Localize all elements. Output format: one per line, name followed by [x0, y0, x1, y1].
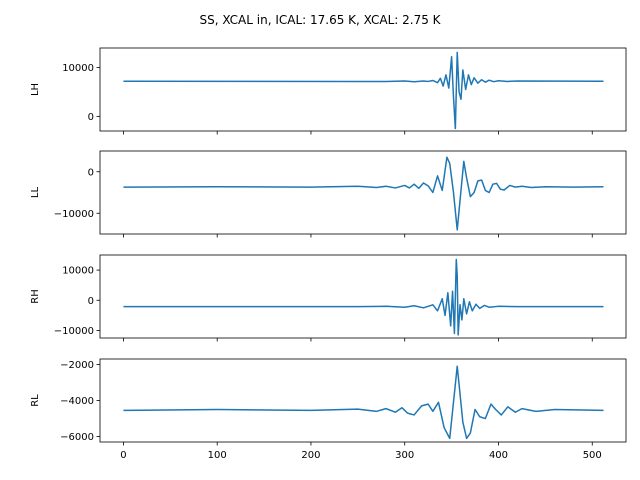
- y-tick-label: 0: [88, 112, 94, 123]
- y-tick-label: −10000: [54, 326, 94, 337]
- axes-frame: [99, 47, 627, 132]
- subplot-rl: −6000 −4000 −2000 0 100 200 300 400 500 RL: [30, 358, 627, 461]
- x-tick-label: 400: [489, 450, 508, 461]
- y-axis-label: LH: [30, 83, 41, 96]
- subplot-panels: 0 10000 LH −10000 0 LL −10000 0 10000 RH −6000 −400…: [30, 47, 627, 461]
- y-tick-label: −6000: [60, 432, 94, 443]
- y-tick-label: −4000: [60, 396, 94, 407]
- x-tick-label: 100: [208, 450, 227, 461]
- x-tick-label: 0: [120, 450, 126, 461]
- subplot-ll: −10000 0 LL: [30, 150, 627, 238]
- y-tick-label: 10000: [62, 63, 94, 74]
- figure-title: SS, XCAL in, ICAL: 17.65 K, XCAL: 2.75 K: [199, 13, 441, 27]
- axes-frame: [99, 150, 627, 235]
- y-tick-label: 10000: [62, 266, 94, 277]
- series-line-rh: [123, 258, 604, 336]
- x-tick-label: 500: [583, 450, 602, 461]
- subplot-rh: −10000 0 10000 RH: [30, 254, 627, 342]
- series-line-ll: [123, 156, 604, 231]
- y-tick-label: 0: [88, 296, 94, 307]
- subplot-lh: 0 10000 LH: [30, 47, 627, 135]
- y-axis-label: RH: [30, 289, 41, 303]
- y-tick-label: −10000: [54, 209, 94, 220]
- y-axis-label: RL: [30, 394, 41, 407]
- y-axis-label: LL: [30, 187, 41, 199]
- y-tick-label: 0: [88, 167, 94, 178]
- series-line-rl: [123, 365, 604, 440]
- series-line-lh: [123, 51, 604, 130]
- y-tick-label: −2000: [60, 360, 94, 371]
- x-tick-label: 200: [301, 450, 320, 461]
- x-tick-label: 300: [395, 450, 414, 461]
- axes-frame: [99, 254, 627, 339]
